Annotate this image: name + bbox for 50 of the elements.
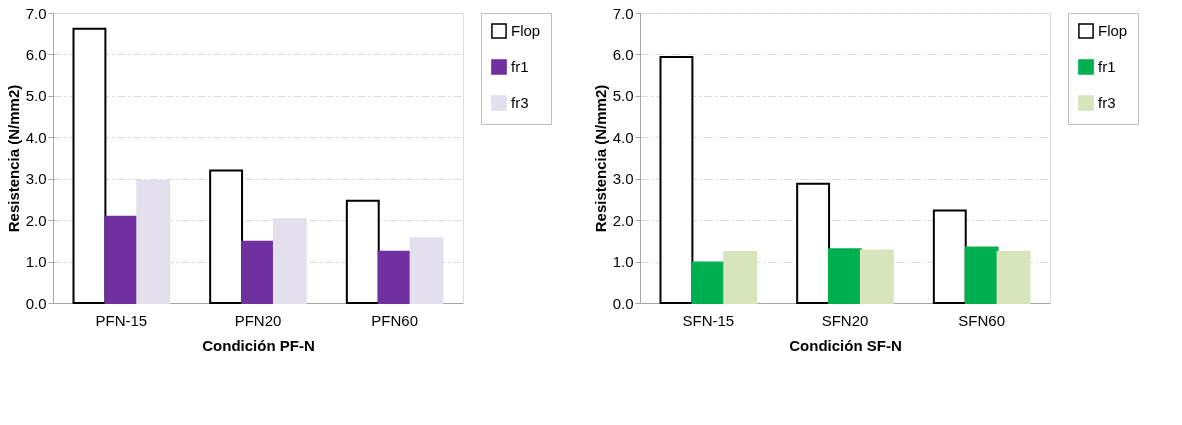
bar xyxy=(345,199,380,304)
x-tick-label: PFN-15 xyxy=(95,311,148,329)
bar xyxy=(691,261,726,304)
legend-label: fr3 xyxy=(511,94,529,111)
legend-label: fr1 xyxy=(511,58,529,75)
y-tick-label: 4.0 xyxy=(25,128,47,146)
bar xyxy=(241,240,275,304)
y-tick-label: 5.0 xyxy=(25,87,47,105)
bar xyxy=(104,215,139,304)
y-tick-label: 4.0 xyxy=(612,128,634,146)
bar xyxy=(409,237,444,304)
y-tick-label: 7.0 xyxy=(25,4,47,22)
y-tick-label: 3.0 xyxy=(612,170,634,188)
y-tick-label: 5.0 xyxy=(612,87,634,105)
y-tick-label: 2.0 xyxy=(25,211,47,229)
legend-label: Flop xyxy=(1098,22,1128,39)
y-tick-label: 7.0 xyxy=(612,4,634,22)
bar xyxy=(72,27,107,304)
y-axis-title: Resistencia (N/mm2) xyxy=(4,84,22,233)
y-tick-label: 1.0 xyxy=(25,253,47,271)
x-tick-label: SFN-15 xyxy=(682,311,735,329)
bar xyxy=(377,250,412,304)
legend-label: fr3 xyxy=(1098,94,1116,111)
legend-label: Flop xyxy=(511,22,541,39)
y-tick-label: 2.0 xyxy=(612,211,634,229)
y-tick-label: 3.0 xyxy=(25,170,47,188)
y-tick-label: 0.0 xyxy=(612,294,634,312)
bar xyxy=(796,182,831,304)
x-axis-title: Condición SF-N xyxy=(789,336,902,354)
bar xyxy=(932,209,967,304)
bar xyxy=(964,246,999,304)
bar xyxy=(136,179,171,304)
legend-label: fr1 xyxy=(1098,58,1116,75)
y-tick-label: 0.0 xyxy=(25,294,47,312)
y-axis-title: Resistencia (N/mm2) xyxy=(591,84,609,233)
bar xyxy=(859,249,894,304)
bar xyxy=(828,248,862,304)
bar xyxy=(272,218,307,304)
y-tick-label: 6.0 xyxy=(25,45,47,63)
x-tick-label: SFN60 xyxy=(958,311,1006,329)
bar xyxy=(723,251,758,304)
y-tick-label: 6.0 xyxy=(612,45,634,63)
bar xyxy=(996,251,1031,304)
bar xyxy=(209,169,244,304)
bar xyxy=(659,55,694,304)
x-tick-label: PFN20 xyxy=(234,311,282,329)
x-axis-title: Condición PF-N xyxy=(202,336,315,354)
x-tick-label: PFN60 xyxy=(371,311,419,329)
y-tick-label: 1.0 xyxy=(612,253,634,271)
x-tick-label: SFN20 xyxy=(821,311,869,329)
